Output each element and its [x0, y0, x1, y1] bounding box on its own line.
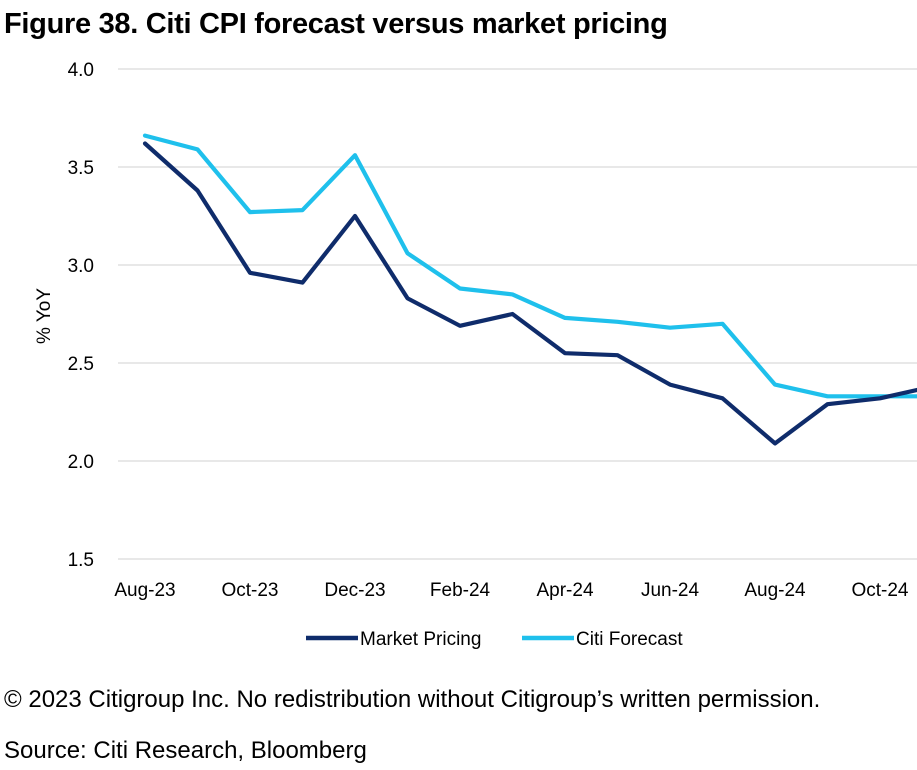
- series-line-citi-forecast: [142, 133, 917, 399]
- series-lines: [142, 133, 917, 446]
- source-note: Source: Citi Research, Bloomberg: [4, 737, 367, 764]
- x-tick-label: Jun-24: [641, 580, 700, 601]
- y-tick-label: 2.5: [68, 354, 94, 375]
- y-axis-label: % YoY: [34, 288, 55, 344]
- y-tick-label: 3.5: [68, 158, 94, 179]
- x-tick-label: Aug-24: [744, 580, 806, 601]
- x-axis-tick-labels: Aug-23 Oct-23 Dec-23 Feb-24 Apr-24 Jun-24 Aug-…: [114, 580, 909, 601]
- x-tick-label: Feb-24: [430, 580, 491, 601]
- y-axis-tick-labels: 1.5 2.0 2.5 3.0 3.5 4.0: [68, 60, 94, 571]
- y-tick-label: 1.5: [68, 550, 94, 571]
- legend: Market Pricing Citi Forecast: [306, 629, 683, 650]
- x-tick-label: Oct-23: [221, 580, 278, 601]
- x-tick-label: Apr-24: [536, 580, 593, 601]
- x-tick-label: Aug-23: [114, 580, 175, 601]
- y-tick-label: 4.0: [68, 60, 94, 81]
- x-tick-label: Dec-23: [324, 580, 385, 601]
- cpi-line-chart: 1.5 2.0 2.5 3.0 3.5 4.0 Aug-23 Oct-23 Dec-23 Feb…: [34, 60, 917, 650]
- gridlines: [118, 68, 917, 560]
- copyright-notice: © 2023 Citigroup Inc. No redistribution …: [4, 686, 821, 713]
- series-line-market-pricing: [142, 141, 917, 446]
- legend-label-market-pricing: Market Pricing: [360, 629, 481, 650]
- x-tick-label: Oct-24: [851, 580, 908, 601]
- y-tick-label: 3.0: [68, 256, 94, 277]
- figure-title: Figure 38. Citi CPI forecast versus mark…: [4, 8, 668, 40]
- legend-label-citi-forecast: Citi Forecast: [576, 629, 683, 650]
- y-tick-label: 2.0: [68, 452, 94, 473]
